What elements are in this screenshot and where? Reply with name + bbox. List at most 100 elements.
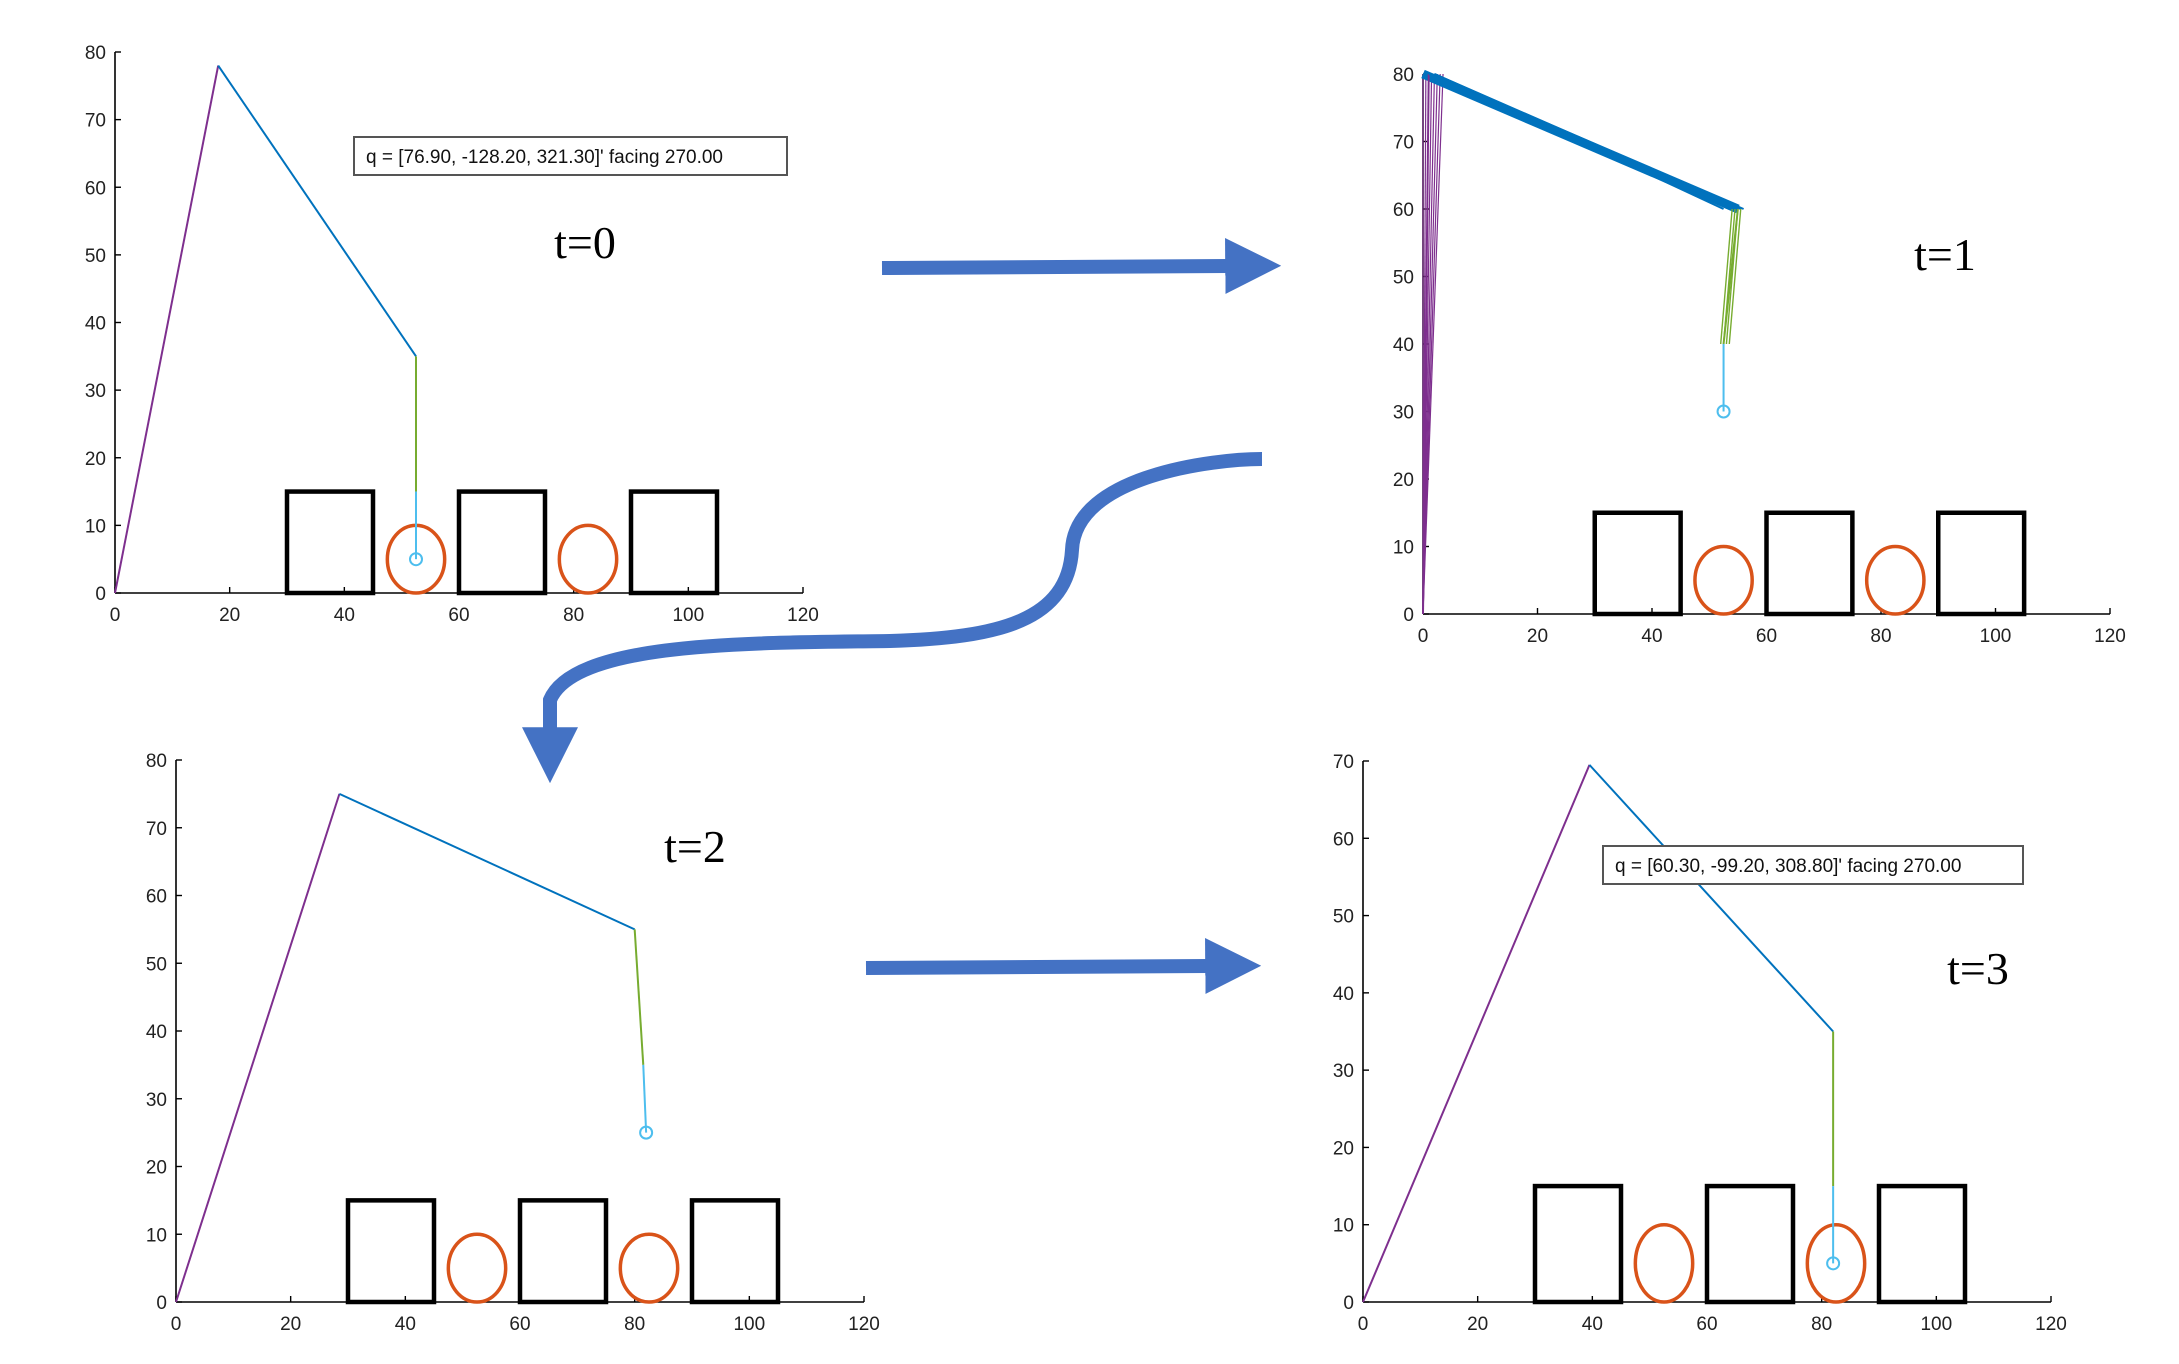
obstacle-box	[628, 489, 720, 596]
obstacle-box	[1532, 1183, 1624, 1305]
target-circle	[1633, 1222, 1695, 1304]
time-label: t=2	[664, 821, 726, 872]
x-tick-label: 40	[334, 605, 355, 626]
link3-trail	[1728, 208, 1742, 345]
y-tick-label: 20	[146, 1158, 167, 1179]
y-tick-label: 70	[1393, 133, 1414, 154]
link1	[1422, 73, 1430, 615]
y-tick-label: 50	[1393, 268, 1414, 289]
x-tick-label: 20	[280, 1314, 301, 1335]
x-tick-label: 100	[1920, 1314, 1952, 1335]
y-tick-label: 60	[1333, 829, 1354, 850]
x-tick-label: 0	[171, 1314, 182, 1335]
y-tick-label: 10	[146, 1225, 167, 1246]
target-circle	[557, 523, 619, 595]
y-tick-label: 60	[85, 178, 106, 199]
x-tick-label: 120	[848, 1314, 880, 1335]
link3-trail	[1720, 208, 1733, 345]
y-tick-label: 40	[1333, 984, 1354, 1005]
y-tick-label: 80	[146, 751, 167, 772]
query-box	[353, 136, 788, 176]
target-circle	[446, 1232, 508, 1304]
link2	[338, 792, 636, 931]
link1	[1362, 764, 1591, 1303]
y-tick-label: 0	[156, 1293, 167, 1314]
obstacle-box	[456, 489, 548, 596]
y-tick-label: 30	[1333, 1061, 1354, 1082]
y-tick-label: 0	[1403, 605, 1414, 626]
x-tick-label: 40	[1641, 626, 1662, 647]
end-effector-marker	[639, 1125, 654, 1140]
target-circle	[1864, 544, 1926, 616]
x-tick-label: 80	[1870, 626, 1891, 647]
link3	[633, 929, 645, 1065]
target-circle	[1693, 544, 1754, 616]
link2	[1428, 73, 1739, 210]
end-effector-marker	[1826, 1256, 1841, 1271]
y-tick-label: 70	[85, 111, 106, 132]
panel-t1: 0 20 40 60 80 100 120 0 10 20 30 40 50 60 70 80 t=1	[1393, 65, 2126, 647]
obstacle-box	[1876, 1183, 1968, 1305]
query-text: q = [60.30, -99.20, 308.80]' facing 270.…	[1615, 856, 1961, 877]
x-tick-label: 80	[1811, 1314, 1832, 1335]
y-tick-label: 60	[1393, 200, 1414, 221]
panel-t3: 0 20 40 60 80 100 120 0 10 20 30 40 50 60 70 q = [60.30…	[1333, 752, 2067, 1335]
x-tick-label: 100	[733, 1314, 765, 1335]
x-tick-label: 80	[624, 1314, 645, 1335]
obstacle-box	[1592, 510, 1683, 617]
query-box	[1602, 845, 2024, 885]
link3	[1722, 208, 1739, 345]
obstacle-box	[517, 1198, 609, 1305]
y-tick-label: 50	[146, 954, 167, 975]
y-tick-label: 60	[146, 887, 167, 908]
query-text: q = [76.90, -128.20, 321.30]' facing 270…	[366, 147, 723, 168]
y-tick-label: 10	[1333, 1216, 1354, 1237]
obstacle-box	[689, 1198, 781, 1305]
y-tick-label: 70	[1333, 752, 1354, 773]
y-tick-label: 10	[85, 516, 106, 537]
arrow-t1-to-t2	[522, 452, 1263, 784]
end-effector-marker	[409, 552, 423, 567]
link2	[217, 64, 417, 357]
x-tick-label: 120	[2094, 626, 2126, 647]
y-tick-label: 70	[146, 819, 167, 840]
y-tick-label: 40	[85, 314, 106, 335]
obstacle-box	[345, 1198, 437, 1305]
y-tick-label: 20	[1393, 470, 1414, 491]
x-tick-label: 60	[1696, 1314, 1717, 1335]
x-tick-label: 60	[1756, 626, 1777, 647]
x-tick-label: 80	[563, 605, 584, 626]
obstacle-box	[284, 489, 376, 596]
arrow-t2-to-t3	[865, 938, 1262, 995]
flow-arrows	[522, 238, 1282, 995]
y-tick-label: 0	[1343, 1293, 1354, 1314]
y-tick-label: 30	[1393, 403, 1414, 424]
x-tick-label: 0	[110, 605, 121, 626]
y-tick-label: 40	[146, 1022, 167, 1043]
y-tick-label: 30	[146, 1090, 167, 1111]
x-tick-label: 20	[1527, 626, 1548, 647]
link2-trail	[1434, 73, 1745, 210]
link1-trail	[1422, 73, 1444, 615]
obstacle-box	[1764, 510, 1855, 617]
end-effector-marker	[1716, 404, 1731, 419]
y-tick-label: 80	[85, 43, 106, 64]
x-tick-label: 40	[1582, 1314, 1603, 1335]
y-tick-label: 0	[95, 584, 106, 605]
obstacle-box	[1704, 1183, 1796, 1305]
y-tick-label: 30	[85, 381, 106, 402]
x-tick-label: 40	[395, 1314, 416, 1335]
x-tick-label: 0	[1418, 626, 1429, 647]
y-tick-label: 50	[85, 246, 106, 267]
x-tick-label: 20	[1467, 1314, 1488, 1335]
y-tick-label: 20	[1333, 1138, 1354, 1159]
y-tick-label: 80	[1393, 65, 1414, 86]
arrow-t0-to-t1	[881, 238, 1282, 295]
x-tick-label: 120	[2035, 1314, 2067, 1335]
panel-t2: 0 20 40 60 80 100 120 0 10 20 30 40 50 60 70 80 t=2	[146, 751, 880, 1335]
link1	[114, 65, 220, 594]
x-tick-label: 100	[1980, 626, 2012, 647]
x-tick-label: 60	[448, 605, 469, 626]
link1	[175, 793, 341, 1303]
y-tick-label: 50	[1333, 907, 1354, 928]
